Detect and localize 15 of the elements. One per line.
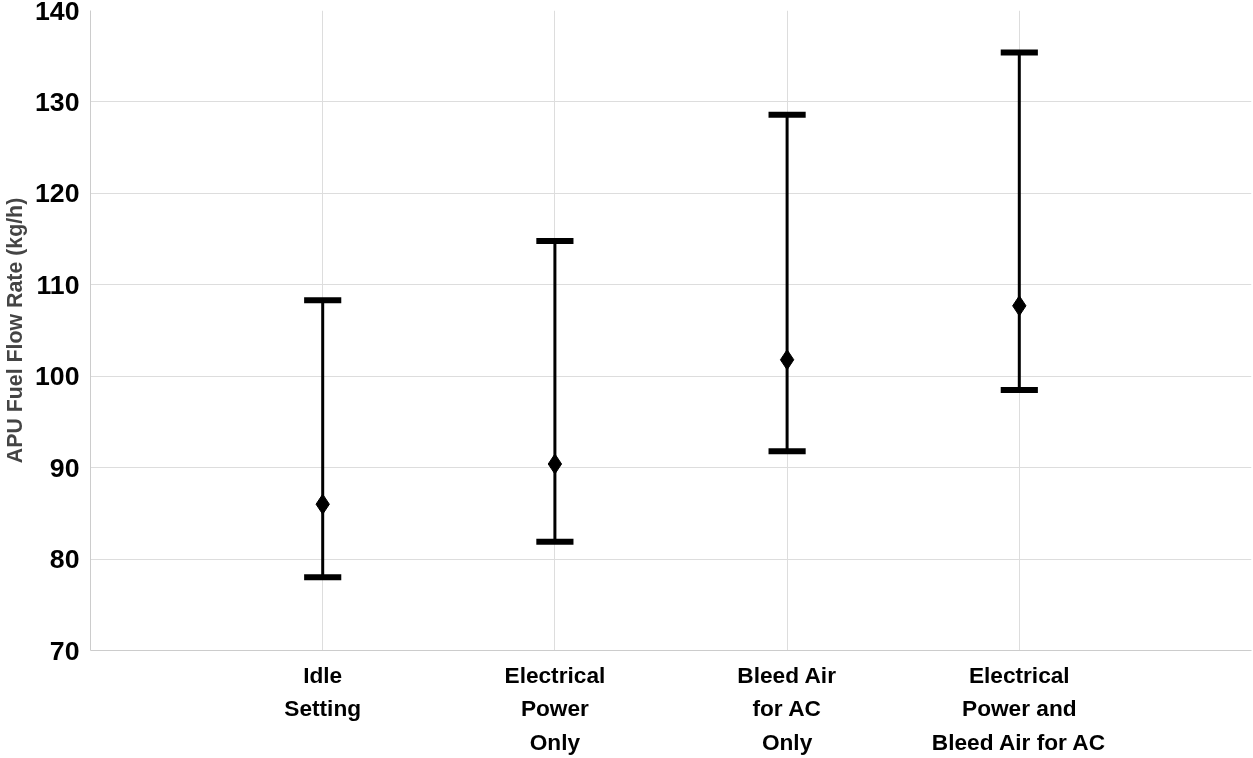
x-tick-label: Bleed Air for AC Only [737, 661, 837, 756]
point [547, 453, 563, 475]
y-tick-label: 100 [35, 361, 80, 392]
y-tick-label: 80 [49, 544, 80, 575]
x-tick-label: Idle Setting [284, 661, 362, 722]
y-tick-label: 120 [35, 178, 80, 209]
y-axis-title: APU Fuel Flow Rate (kg/h) [3, 197, 28, 464]
x-tick-label: Electrical Power Only [504, 661, 606, 756]
y-tick-label: 110 [36, 269, 80, 300]
y-tick-label: 70 [49, 635, 80, 666]
y-tick-label: 140 [35, 0, 80, 26]
x-tick-label: Electrical Power and Bleed Air for AC [931, 661, 1106, 756]
y-tick-label: 90 [49, 452, 80, 483]
y-tick-label: 130 [35, 86, 80, 117]
point [779, 349, 795, 371]
